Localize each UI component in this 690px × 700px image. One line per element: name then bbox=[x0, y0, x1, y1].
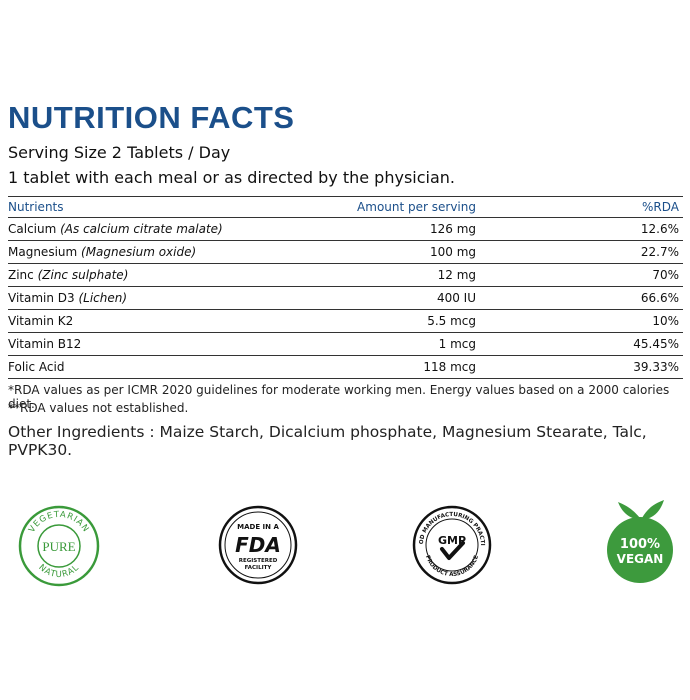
rda-not-established-note: **RDA values not established. bbox=[8, 401, 189, 415]
gmp-badge: GOOD MANUFACTURING PRACTICE GMP PRODUCT … bbox=[412, 505, 492, 585]
nutrient-name: Magnesium (Magnesium oxide) bbox=[8, 241, 196, 263]
nutrient-label: Vitamin B12 bbox=[8, 337, 82, 351]
table-row: Zinc (Zinc sulphate) 12 mg 70% bbox=[8, 264, 683, 287]
nutrient-rda: 39.33% bbox=[633, 360, 679, 374]
nutrient-amount: 126 mg bbox=[429, 222, 476, 236]
fda-center-text: FDA bbox=[235, 533, 281, 557]
serving-size: Serving Size 2 Tablets / Day bbox=[8, 143, 231, 162]
vegetarian-seal-icon: VEGETARIAN PURE NATURAL bbox=[18, 505, 100, 587]
nutrient-label: Vitamin D3 bbox=[8, 291, 79, 305]
fda-top-text: MADE IN A bbox=[237, 523, 279, 531]
svg-text:NATURAL: NATURAL bbox=[36, 563, 81, 580]
other-ingredients: Other Ingredients : Maize Starch, Dicalc… bbox=[8, 423, 647, 459]
nutrient-label: Folic Acid bbox=[8, 360, 65, 374]
fda-badge: MADE IN A FDA REGISTERED FACILITY bbox=[218, 505, 298, 585]
nutrient-name: Vitamin D3 (Lichen) bbox=[8, 287, 127, 309]
vegan-label-text: VEGAN bbox=[617, 552, 664, 566]
vegetarian-badge: VEGETARIAN PURE NATURAL bbox=[18, 505, 100, 587]
nutrient-amount: 1 mcg bbox=[438, 337, 476, 351]
header-amount: Amount per serving bbox=[357, 200, 476, 214]
nutrient-rda: 66.6% bbox=[640, 291, 679, 305]
nutrient-amount: 400 IU bbox=[436, 291, 476, 305]
nutrient-name: Zinc (Zinc sulphate) bbox=[8, 264, 128, 286]
nutrient-name: Vitamin B12 bbox=[8, 333, 81, 355]
table-row: Folic Acid 118 mcg 39.33% bbox=[8, 356, 683, 379]
gmp-seal-icon: GOOD MANUFACTURING PRACTICE GMP PRODUCT … bbox=[412, 505, 492, 585]
fda-registered-text: REGISTERED bbox=[239, 558, 278, 564]
table-header-row: Nutrients Amount per serving %RDA bbox=[8, 196, 683, 218]
nutrient-rda: 70% bbox=[652, 268, 679, 282]
nutrient-name: Vitamin K2 bbox=[8, 310, 73, 332]
page-title: NUTRITION FACTS bbox=[8, 100, 295, 135]
nutrient-rda: 12.6% bbox=[640, 222, 679, 236]
nutrient-source: (Zinc sulphate) bbox=[37, 268, 129, 282]
vegan-badge: 100% VEGAN bbox=[600, 498, 680, 586]
nutrient-label: Zinc bbox=[8, 268, 38, 282]
nutrient-rda: 10% bbox=[652, 314, 679, 328]
nutrient-label: Calcium bbox=[8, 222, 61, 236]
nutrition-table: Nutrients Amount per serving %RDA Calciu… bbox=[8, 196, 683, 379]
rda-footnote: *RDA values as per ICMR 2020 guidelines … bbox=[8, 383, 670, 411]
table-row: Magnesium (Magnesium oxide) 100 mg 22.7% bbox=[8, 241, 683, 264]
vegan-leaf-icon: 100% VEGAN bbox=[607, 500, 673, 583]
nutrient-amount: 12 mg bbox=[437, 268, 476, 282]
table-row: Vitamin K2 5.5 mcg 10% bbox=[8, 310, 683, 333]
fda-seal-icon: MADE IN A FDA REGISTERED FACILITY bbox=[218, 505, 298, 585]
header-nutrients: Nutrients bbox=[8, 200, 64, 214]
vegan-percent-text: 100% bbox=[620, 537, 660, 552]
nutrient-name: Calcium (As calcium citrate malate) bbox=[8, 218, 223, 240]
nutrient-source: (Magnesium oxide) bbox=[81, 245, 197, 259]
nutrient-label: Magnesium bbox=[8, 245, 82, 259]
nutrient-rda: 22.7% bbox=[640, 245, 679, 259]
vegetarian-bottom-text: NATURAL bbox=[36, 563, 80, 580]
nutrient-source: (Lichen) bbox=[78, 291, 128, 305]
table-row: Vitamin B12 1 mcg 45.45% bbox=[8, 333, 683, 356]
nutrient-source: (As calcium citrate malate) bbox=[60, 222, 223, 236]
fda-facility-text: FACILITY bbox=[245, 565, 273, 571]
nutrient-amount: 100 mg bbox=[429, 245, 476, 259]
nutrient-amount: 5.5 mcg bbox=[427, 314, 476, 328]
nutrient-name: Folic Acid bbox=[8, 356, 64, 378]
header-rda: %RDA bbox=[642, 200, 679, 214]
table-row: Vitamin D3 (Lichen) 400 IU 66.6% bbox=[8, 287, 683, 310]
nutrient-label: Vitamin K2 bbox=[8, 314, 74, 328]
nutrient-rda: 45.45% bbox=[633, 337, 679, 351]
vegetarian-center-text: PURE bbox=[42, 539, 75, 554]
gmp-center-text: GMP bbox=[438, 534, 466, 547]
nutrient-amount: 118 mcg bbox=[423, 360, 476, 374]
table-row: Calcium (As calcium citrate malate) 126 m… bbox=[8, 218, 683, 241]
checkmark-icon bbox=[440, 541, 465, 560]
directions: 1 tablet with each meal or as directed b… bbox=[8, 168, 455, 187]
